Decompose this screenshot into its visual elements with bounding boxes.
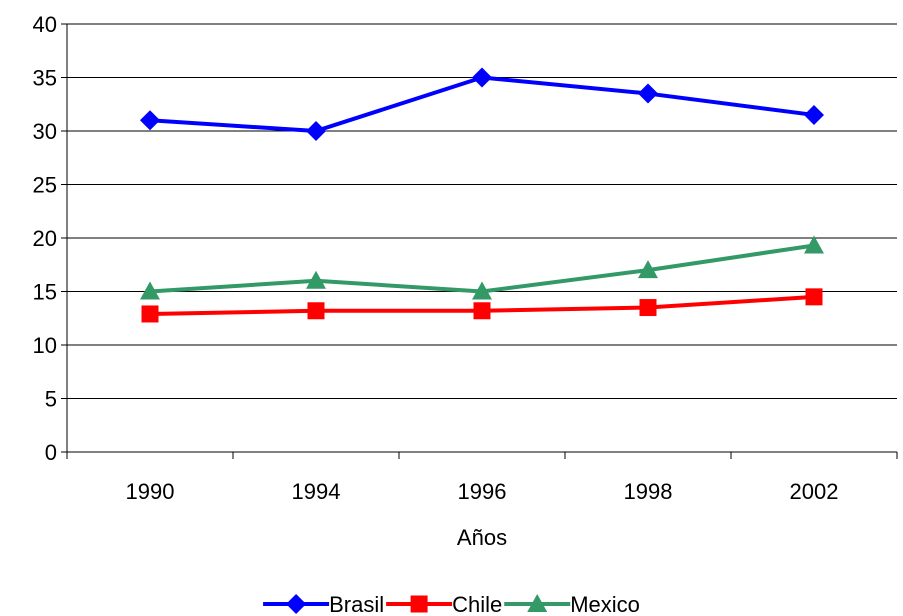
x-tick-label: 1998 xyxy=(624,479,673,504)
data-point-brasil xyxy=(140,110,160,131)
data-point-chile xyxy=(473,302,491,320)
data-point-brasil xyxy=(306,121,326,141)
data-point-chile xyxy=(805,288,823,306)
x-axis-title: Años xyxy=(457,525,507,550)
legend-item-brasil: Brasil xyxy=(263,592,384,616)
y-tick-label: 30 xyxy=(33,119,57,144)
y-tick-label: 15 xyxy=(33,280,57,305)
data-point-mexico xyxy=(472,281,492,300)
series-mexico xyxy=(140,235,824,300)
series xyxy=(140,67,824,323)
axes xyxy=(61,23,898,459)
x-tick-label: 1994 xyxy=(292,479,341,504)
y-tick-label: 0 xyxy=(45,440,57,465)
y-tick-label: 10 xyxy=(33,333,57,358)
y-tick-label: 20 xyxy=(33,226,57,251)
legend-marker-brasil xyxy=(286,594,307,614)
legend: Brasil Chile Mexico xyxy=(263,592,640,616)
data-point-mexico xyxy=(140,281,160,300)
x-tick-label: 1996 xyxy=(458,479,507,504)
y-tick-label: 5 xyxy=(45,387,57,412)
y-tick-label: 40 xyxy=(33,12,57,37)
tick-labels: 0 5 10 15 20 25 30 35 40 1990 1994 1996 1998 2002 xyxy=(33,12,839,504)
data-point-chile xyxy=(639,299,657,317)
data-point-mexico xyxy=(638,260,658,279)
legend-marker-mexico xyxy=(527,594,548,612)
series-chile xyxy=(141,288,823,323)
legend-item-chile: Chile xyxy=(386,592,502,616)
legend-item-mexico: Mexico xyxy=(504,592,640,616)
y-tick-label: 25 xyxy=(33,173,57,198)
data-point-brasil xyxy=(472,67,492,88)
x-tick-label: 2002 xyxy=(790,479,839,504)
data-point-mexico xyxy=(804,235,824,254)
legend-label: Brasil xyxy=(329,592,384,616)
data-point-mexico xyxy=(306,270,326,289)
legend-label: Chile xyxy=(452,592,502,616)
data-point-brasil xyxy=(804,104,824,125)
data-point-chile xyxy=(141,305,159,323)
y-tick-label: 35 xyxy=(33,66,57,91)
series-brasil xyxy=(140,67,824,141)
legend-label: Mexico xyxy=(570,592,640,616)
data-point-brasil xyxy=(638,83,658,104)
data-point-chile xyxy=(307,302,325,320)
x-tick-label: 1990 xyxy=(126,479,175,504)
legend-marker-chile xyxy=(410,595,428,613)
